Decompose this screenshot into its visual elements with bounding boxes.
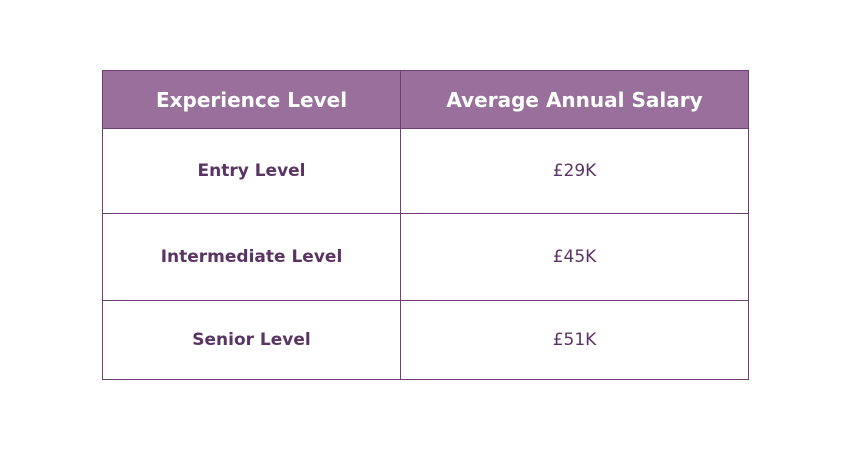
- experience-level-cell: Entry Level: [102, 128, 401, 214]
- header-experience-level: Experience Level: [102, 70, 401, 129]
- experience-level-cell: Senior Level: [102, 300, 401, 380]
- table-row: Intermediate Level £45K: [102, 213, 749, 301]
- table-row: Senior Level £51K: [102, 300, 749, 380]
- table-row: Entry Level £29K: [102, 128, 749, 214]
- salary-table: Experience Level Average Annual Salary E…: [102, 70, 749, 380]
- header-average-annual-salary: Average Annual Salary: [400, 70, 749, 129]
- table-header-row: Experience Level Average Annual Salary: [102, 70, 749, 129]
- salary-cell: £51K: [400, 300, 749, 380]
- table-header: Experience Level Average Annual Salary: [102, 70, 749, 129]
- salary-cell: £29K: [400, 128, 749, 214]
- table-body: Entry Level £29K Intermediate Level £45K…: [102, 128, 749, 380]
- experience-level-cell: Intermediate Level: [102, 213, 401, 301]
- salary-cell: £45K: [400, 213, 749, 301]
